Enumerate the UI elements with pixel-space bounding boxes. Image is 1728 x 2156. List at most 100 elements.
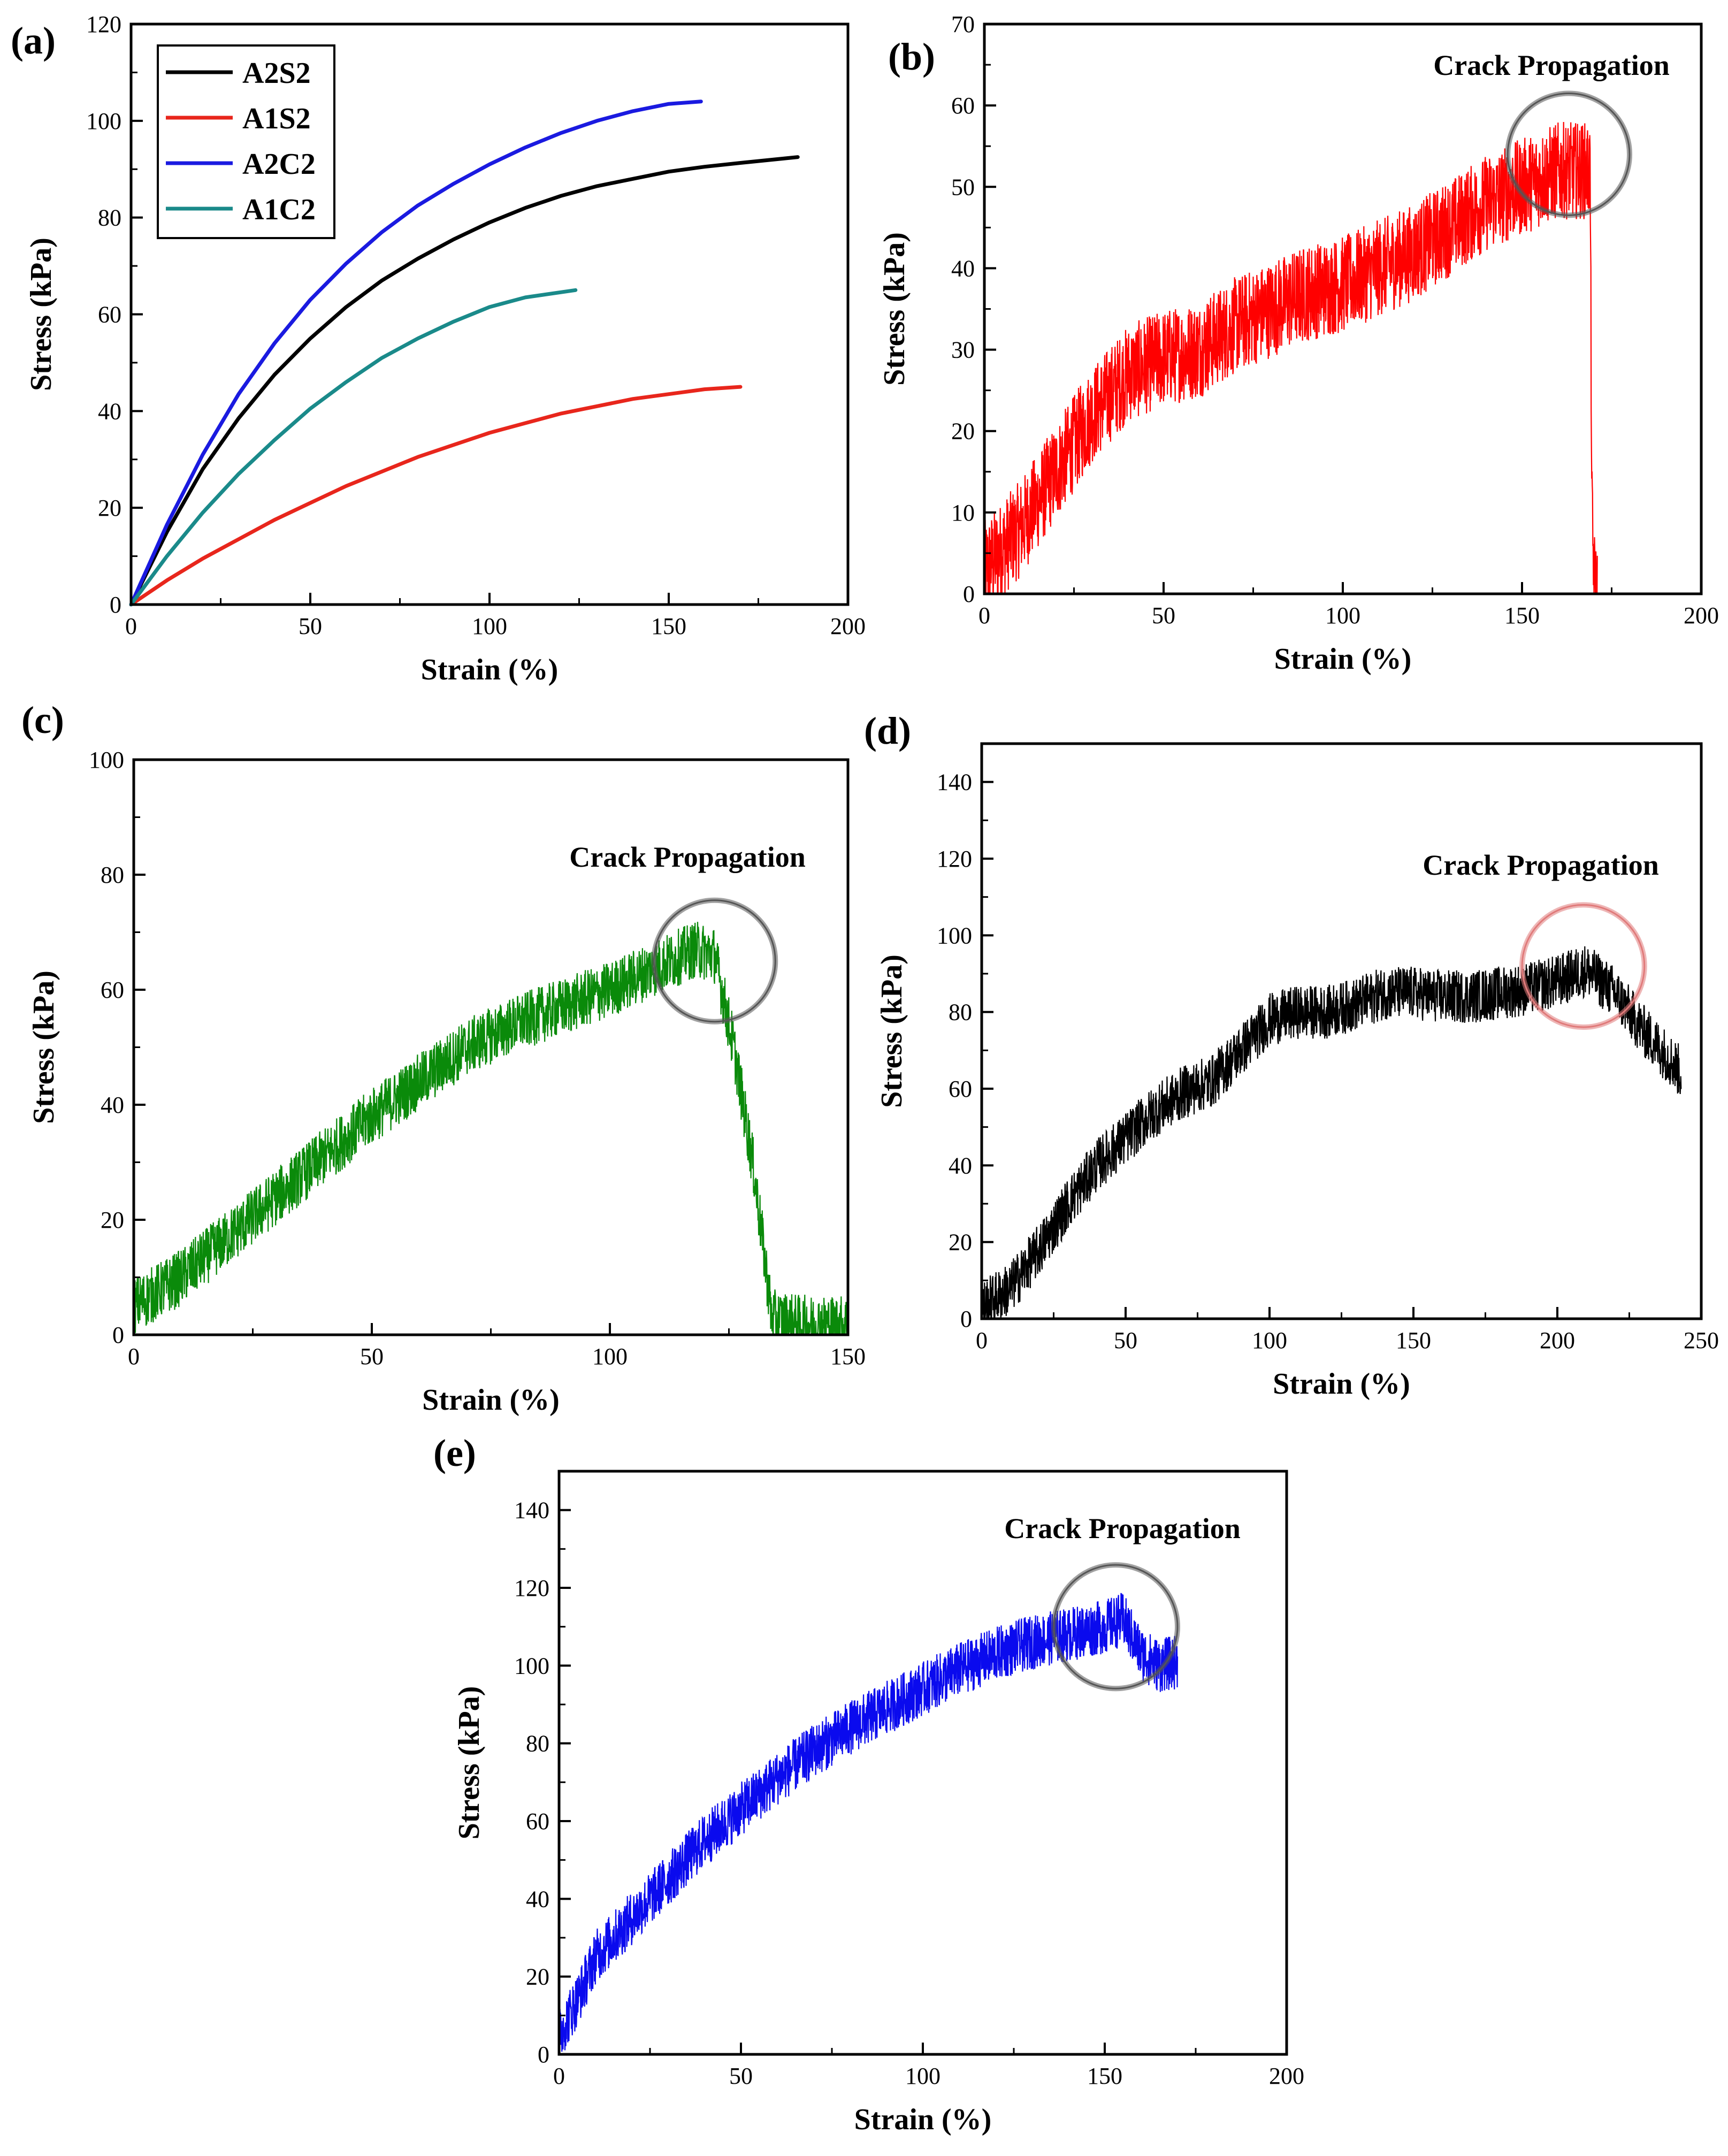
plot-frame-e — [557, 1470, 1288, 2056]
y-axis-title-d: Stress (kPa) — [875, 954, 908, 1108]
y-tick-label-c-1: 20 — [101, 1207, 124, 1233]
y-tick-label-d-5: 100 — [937, 922, 972, 949]
x-tick-label-a-2: 100 — [472, 613, 507, 639]
y-tick-label-b-5: 50 — [951, 174, 975, 200]
y-tick-label-d-4: 80 — [949, 999, 972, 1026]
y-tick-label-d-2: 40 — [949, 1152, 972, 1179]
legend-label-a-1: A1S2 — [242, 102, 311, 135]
y-tick-label-d-1: 20 — [949, 1229, 972, 1256]
crack-circle-inner-b — [1507, 93, 1631, 216]
x-tick-label-d-4: 200 — [1540, 1327, 1575, 1354]
series-line-e-0 — [559, 1593, 1179, 2052]
chart-panel-a: 0 50 100 150 200 0 20 40 60 80 100 120 Strain (%) Str… — [11, 11, 866, 686]
x-tick-label-e-4: 200 — [1269, 2063, 1304, 2089]
x-tick-label-e-2: 100 — [905, 2063, 941, 2089]
y-tick-label-e-5: 100 — [514, 1653, 549, 1679]
y-tick-label-a-3: 60 — [98, 302, 121, 328]
x-tick-label-d-1: 50 — [1114, 1327, 1137, 1354]
panel-label-a: (a) — [11, 19, 56, 62]
x-tick-label-a-0: 0 — [125, 613, 137, 639]
y-tick-label-e-1: 20 — [526, 1964, 549, 1990]
legend-box-a — [157, 44, 335, 239]
y-tick-label-b-0: 0 — [963, 581, 975, 607]
y-tick-label-c-5: 100 — [89, 747, 124, 773]
x-tick-label-e-3: 150 — [1087, 2063, 1122, 2089]
y-tick-label-b-2: 20 — [951, 418, 975, 445]
panel-label-b: (b) — [888, 35, 935, 78]
annotation-crack-propagation-b: Crack Propagation — [1433, 49, 1670, 81]
x-axis-title-d: Strain (%) — [1273, 1367, 1410, 1401]
y-tick-label-a-4: 80 — [98, 205, 121, 231]
x-tick-label-b-1: 50 — [1152, 602, 1175, 629]
annotation-crack-propagation-d: Crack Propagation — [1423, 849, 1659, 881]
plot-frame-d — [980, 742, 1703, 1320]
crack-circle-inner-d — [1521, 904, 1646, 1028]
x-tick-label-d-2: 100 — [1252, 1327, 1287, 1354]
crack-circle-inner-e — [1053, 1564, 1179, 1689]
y-axis-title-e: Stress (kPa) — [453, 1686, 486, 1840]
series-line-a-0 — [129, 155, 800, 607]
y-tick-label-e-4: 80 — [526, 1731, 549, 1757]
legend-label-a-3: A1C2 — [242, 193, 316, 226]
series-line-c-0 — [134, 922, 848, 1335]
y-tick-label-e-0: 0 — [538, 2042, 549, 2068]
x-axis-title-a: Strain (%) — [421, 653, 559, 686]
y-tick-label-d-7: 140 — [937, 769, 972, 796]
y-tick-label-a-6: 120 — [86, 11, 121, 37]
chart-panel-b: 0 50 100 150 200 0 10 20 30 40 50 60 70 Strain (%) Str… — [878, 11, 1719, 676]
y-tick-label-e-3: 60 — [526, 1808, 549, 1834]
series-line-a-2 — [129, 100, 703, 607]
annotation-crack-propagation-e: Crack Propagation — [1004, 1512, 1241, 1545]
chart-panel-c: 0 50 100 150 0 20 40 60 80 100 Strain (%) Stress (k… — [21, 699, 866, 1417]
y-axis-title-b: Stress (kPa) — [878, 232, 911, 386]
y-tick-label-a-0: 0 — [110, 592, 121, 618]
series-line-a-1 — [129, 385, 743, 607]
x-axis-title-c: Strain (%) — [422, 1383, 560, 1417]
series-line-a-3 — [129, 288, 578, 607]
y-tick-label-b-6: 60 — [951, 93, 975, 119]
crack-circle-inner-c — [653, 899, 776, 1023]
y-tick-label-b-7: 70 — [951, 11, 975, 37]
x-tick-label-c-2: 100 — [592, 1343, 628, 1370]
x-tick-label-d-5: 250 — [1684, 1327, 1719, 1354]
y-tick-label-d-3: 60 — [949, 1076, 972, 1102]
x-tick-label-b-3: 150 — [1504, 602, 1540, 629]
y-tick-label-e-2: 40 — [526, 1886, 549, 1912]
x-tick-label-d-3: 150 — [1396, 1327, 1431, 1354]
x-axis-title-b: Strain (%) — [1274, 643, 1412, 676]
y-tick-label-b-3: 30 — [951, 337, 975, 363]
x-tick-label-b-0: 0 — [978, 602, 990, 629]
y-tick-label-a-1: 20 — [98, 495, 121, 521]
series-line-d-0 — [982, 946, 1682, 1319]
y-axis-title-c: Stress (kPa) — [27, 970, 60, 1124]
y-tick-label-c-4: 80 — [101, 862, 124, 888]
x-tick-label-a-3: 150 — [651, 613, 686, 639]
x-tick-label-c-1: 50 — [360, 1343, 384, 1370]
x-tick-label-b-4: 200 — [1684, 602, 1719, 629]
panel-label-c: (c) — [21, 699, 64, 741]
x-tick-label-c-0: 0 — [128, 1343, 140, 1370]
y-tick-label-e-7: 140 — [514, 1497, 549, 1524]
chart-panel-d: 0 50 100 150 200 250 0 20 40 60 80 100 120 140 Strain … — [864, 709, 1719, 1401]
panel-label-d: (d) — [864, 709, 911, 752]
x-tick-label-b-2: 100 — [1325, 602, 1360, 629]
series-line-b-0 — [984, 121, 1598, 594]
y-tick-label-b-4: 40 — [951, 255, 975, 281]
y-tick-label-c-3: 60 — [101, 977, 124, 1003]
x-tick-label-e-0: 0 — [553, 2063, 565, 2089]
x-axis-title-e: Strain (%) — [854, 2103, 992, 2136]
chart-panel-e: 0 50 100 150 200 0 20 40 60 80 100 120 140 Strain (%)… — [433, 1432, 1304, 2136]
x-tick-label-a-4: 200 — [830, 613, 866, 639]
y-tick-label-c-2: 40 — [101, 1092, 124, 1118]
y-tick-label-c-0: 0 — [112, 1322, 124, 1348]
y-tick-label-d-6: 120 — [937, 846, 972, 872]
legend-label-a-2: A2C2 — [242, 148, 316, 181]
x-tick-label-c-3: 150 — [830, 1343, 866, 1370]
x-tick-label-e-1: 50 — [729, 2063, 753, 2089]
legend-label-a-0: A2S2 — [242, 57, 311, 90]
panel-label-e: (e) — [433, 1432, 476, 1474]
y-tick-label-d-0: 0 — [960, 1306, 972, 1332]
y-tick-label-a-2: 40 — [98, 398, 121, 424]
y-tick-label-e-6: 120 — [514, 1575, 549, 1601]
